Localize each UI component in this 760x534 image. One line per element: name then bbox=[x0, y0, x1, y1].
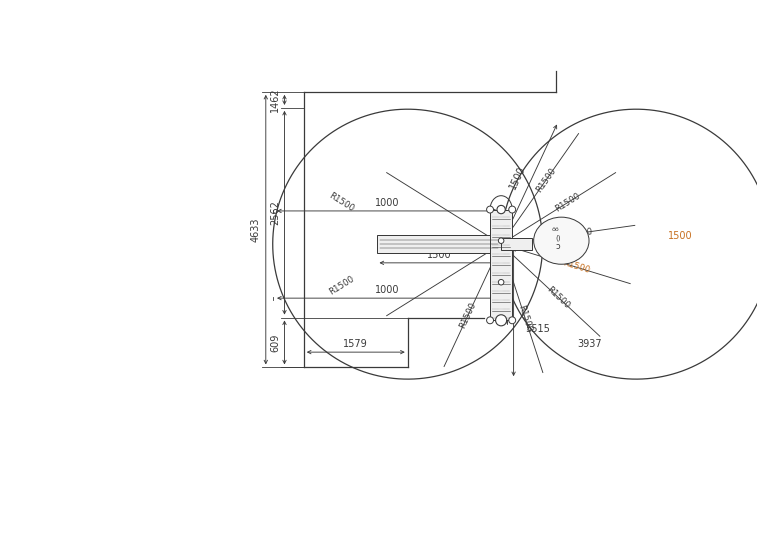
Text: 4633: 4633 bbox=[250, 217, 260, 242]
Text: 3937: 3937 bbox=[577, 339, 602, 349]
Text: R1500: R1500 bbox=[517, 304, 534, 333]
Text: R1500: R1500 bbox=[564, 227, 593, 240]
Text: 1000: 1000 bbox=[375, 198, 400, 208]
Text: 5515: 5515 bbox=[525, 324, 550, 334]
Circle shape bbox=[499, 238, 504, 244]
Text: R1500: R1500 bbox=[562, 258, 591, 276]
Text: (): () bbox=[555, 234, 561, 241]
Circle shape bbox=[486, 317, 493, 324]
Text: 1500: 1500 bbox=[508, 164, 527, 191]
Text: R1500: R1500 bbox=[534, 166, 558, 194]
Text: 1500: 1500 bbox=[500, 300, 510, 324]
Bar bbox=[376, 235, 501, 253]
Circle shape bbox=[497, 206, 505, 214]
Text: R1500: R1500 bbox=[327, 192, 356, 214]
Text: R1500: R1500 bbox=[553, 192, 581, 214]
Circle shape bbox=[496, 315, 507, 326]
Circle shape bbox=[499, 279, 504, 285]
Circle shape bbox=[508, 206, 516, 213]
Text: 1500: 1500 bbox=[426, 250, 451, 260]
Text: R1500: R1500 bbox=[327, 274, 356, 297]
Text: R1500: R1500 bbox=[458, 301, 478, 329]
Ellipse shape bbox=[534, 217, 589, 264]
Circle shape bbox=[486, 206, 493, 213]
Text: ɔ: ɔ bbox=[556, 242, 560, 251]
Text: 1500: 1500 bbox=[668, 231, 692, 241]
Bar bbox=[501, 238, 532, 250]
Circle shape bbox=[508, 317, 516, 324]
Bar bbox=[490, 209, 512, 320]
Text: R1500: R1500 bbox=[545, 285, 572, 310]
Text: 1579: 1579 bbox=[344, 339, 368, 349]
Text: 609: 609 bbox=[271, 333, 280, 351]
Text: 1000: 1000 bbox=[375, 285, 400, 295]
Text: öö: öö bbox=[552, 227, 559, 232]
Text: 1462: 1462 bbox=[271, 88, 280, 112]
Text: 2562: 2562 bbox=[271, 200, 280, 225]
